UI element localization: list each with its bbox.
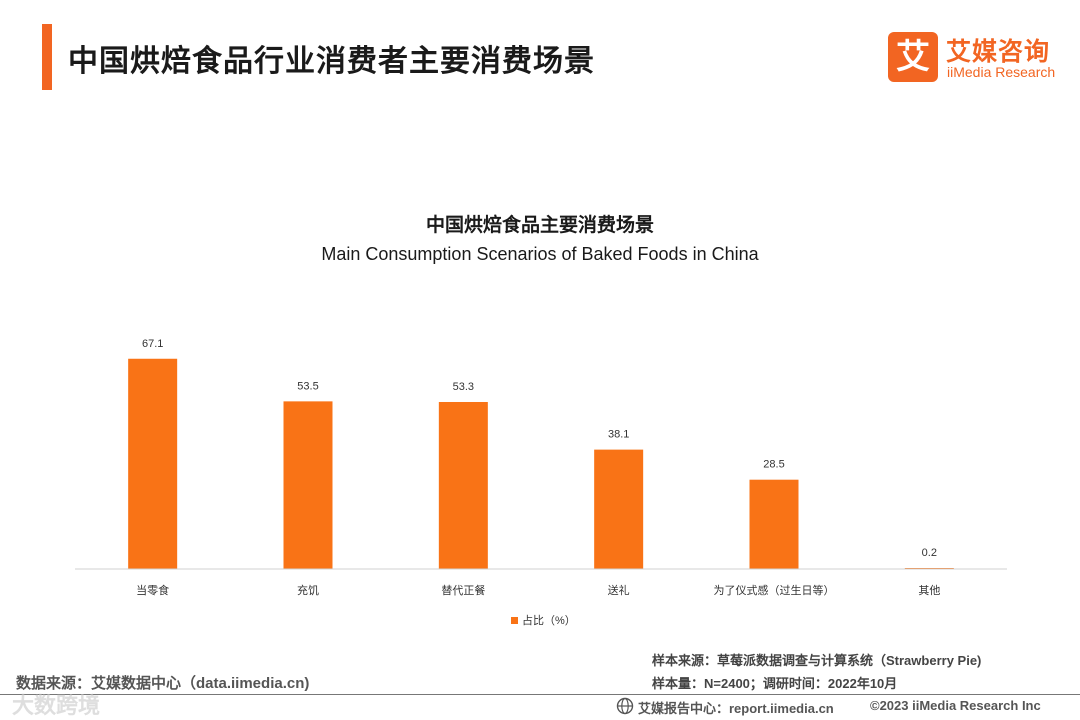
- iimedia-logo: 艾 艾媒咨询 iiMedia Research: [888, 30, 1063, 84]
- watermark: 大数跨境: [12, 693, 101, 718]
- data-label: 28.5: [763, 459, 784, 471]
- globe-icon: [616, 697, 634, 715]
- bar: [594, 449, 644, 569]
- legend-label: 占比（%）: [522, 613, 576, 627]
- data-label: 0.2: [922, 547, 937, 559]
- page-title: 中国烘焙食品行业消费者主要消费场景: [68, 45, 595, 78]
- bar: [283, 401, 333, 569]
- category-label: 替代正餐: [441, 583, 485, 597]
- category-label: 当零食: [136, 583, 169, 597]
- legend-swatch: [511, 617, 518, 624]
- logo-name-cn: 艾媒咨询: [946, 38, 1051, 66]
- logo-mark: 艾: [888, 32, 938, 82]
- sample-source: 样本来源：草莓派数据调查与计算系统（Strawberry Pie): [652, 653, 982, 668]
- report-center-link[interactable]: 艾媒报告中心：report.iimedia.cn: [638, 701, 834, 716]
- bar: [438, 401, 488, 569]
- bar: [128, 358, 178, 569]
- sample-size: 样本量：N=2400；调研时间：2022年10月: [652, 676, 898, 691]
- copyright: ©2023 iiMedia Research Inc: [870, 698, 1041, 713]
- data-source: 数据来源：艾媒数据中心（data.iimedia.cn): [16, 675, 310, 692]
- category-label: 为了仪式感（过生日等）: [714, 583, 835, 597]
- data-label: 38.1: [608, 429, 629, 441]
- chart-subtitle: Main Consumption Scenarios of Baked Food…: [321, 244, 759, 264]
- data-label: 53.5: [297, 380, 318, 392]
- category-label: 充饥: [297, 583, 319, 597]
- category-label: 其他: [918, 584, 940, 597]
- data-label: 53.3: [453, 381, 474, 393]
- footer-divider: [0, 694, 1080, 695]
- bar: [749, 479, 799, 569]
- chart-title: 中国烘焙食品主要消费场景: [425, 215, 654, 236]
- bar-chart: 67.1 当零食 53.5 充饥 53.3 替代正餐 38.1 送礼 28.5 为了仪式感（过生日…: [75, 338, 1007, 627]
- logo-name-en: iiMedia Research: [947, 64, 1056, 80]
- category-label: 送礼: [608, 583, 630, 597]
- title-accent-bar: [42, 24, 52, 90]
- data-label: 67.1: [142, 338, 163, 350]
